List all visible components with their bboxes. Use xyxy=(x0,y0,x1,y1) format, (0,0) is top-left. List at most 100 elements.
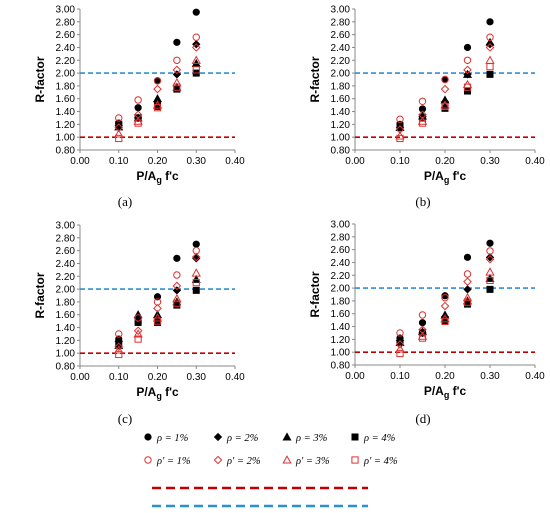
data-point xyxy=(114,342,124,352)
data-point xyxy=(191,43,201,52)
x-label-subscript: g xyxy=(444,175,450,185)
data-point xyxy=(153,77,162,85)
y-tick-label: 1.60 xyxy=(56,310,76,321)
x-label-part: f'c xyxy=(162,385,179,399)
y-tick-label: 3.00 xyxy=(56,5,76,16)
legend-label: ρ' = 4% xyxy=(363,456,398,467)
data-point xyxy=(463,300,471,308)
data-point xyxy=(486,33,494,41)
x-tick-label: 0.40 xyxy=(225,372,245,383)
data-point xyxy=(441,102,449,111)
data-point xyxy=(191,55,201,64)
data-point xyxy=(441,292,449,300)
x-tick-label: 0.00 xyxy=(70,372,90,383)
data-point xyxy=(463,285,472,294)
x-axis-label: P/Ag f'c xyxy=(136,169,179,185)
data-point xyxy=(463,270,472,278)
data-point xyxy=(133,329,143,338)
data-point xyxy=(115,350,123,359)
x-tick-label: 0.40 xyxy=(525,371,545,382)
legend-marker xyxy=(213,432,223,442)
data-point xyxy=(134,96,142,104)
data-point xyxy=(396,134,404,143)
data-point xyxy=(134,335,142,343)
data-point xyxy=(486,247,494,255)
data-point xyxy=(114,345,124,354)
x-label-subscript: g xyxy=(156,175,162,185)
x-tick-label: 0.00 xyxy=(345,156,365,167)
data-point xyxy=(134,119,142,127)
data-point xyxy=(440,84,450,94)
x-tick-label: 0.30 xyxy=(480,371,500,382)
data-point xyxy=(486,276,494,284)
y-tick-label: 3.00 xyxy=(56,221,76,232)
data-point xyxy=(134,104,142,112)
data-point xyxy=(134,314,142,322)
y-tick-label: 1.20 xyxy=(56,336,76,347)
x-label-part: f'c xyxy=(449,169,466,183)
data-point xyxy=(173,38,181,46)
legend-label: ρ' = 2% xyxy=(226,456,261,467)
data-point xyxy=(133,326,143,336)
legend: ρ = 1% ρ = 2% ρ = 3% ρ = 4% ρ' = 1% ρ' = 2% ρ'… xyxy=(144,432,398,508)
x-axis-label: P/Ag f'c xyxy=(136,385,179,401)
data-point xyxy=(485,254,495,264)
data-point xyxy=(463,253,472,261)
legend-marker xyxy=(351,433,359,441)
panel-label: (a) xyxy=(118,194,132,209)
y-tick-label: 2.80 xyxy=(56,233,76,244)
y-tick-label: 1.20 xyxy=(331,335,351,346)
data-point xyxy=(463,43,472,52)
y-tick-label: 2.60 xyxy=(331,245,351,256)
y-tick-label: 1.40 xyxy=(56,107,76,118)
data-point xyxy=(485,253,495,262)
legend-marker xyxy=(351,456,359,464)
y-tick-label: 2.20 xyxy=(56,272,76,283)
legend-label: ρ' = 3% xyxy=(295,456,330,467)
x-tick-label: 0.30 xyxy=(187,372,207,383)
y-tick-label: 1.00 xyxy=(331,348,351,359)
x-tick-label: 0.20 xyxy=(435,371,455,382)
y-tick-label: 2.60 xyxy=(56,30,76,41)
chart-panel: 0.80 1.00 1.20 1.40 1.60 1.802.00 2.20 2.40 2.60… xyxy=(308,5,545,210)
x-label-subscript: g xyxy=(156,391,162,401)
y-tick-label: 2.20 xyxy=(56,56,76,67)
data-point xyxy=(192,33,200,41)
panel-label: (b) xyxy=(415,194,430,209)
y-tick-label: 1.20 xyxy=(331,120,351,131)
chart-panel: 0.80 1.00 1.20 1.40 1.60 1.802.00 2.20 2.40 2.60… xyxy=(308,220,545,427)
data-point xyxy=(115,134,123,143)
data-point xyxy=(115,114,123,122)
data-point xyxy=(418,97,427,105)
data-point xyxy=(485,267,495,276)
chart-panel: 0.80 1.00 1.20 1.40 1.60 1.802.00 2.20 2.40 2.60… xyxy=(33,221,245,427)
y-tick-label: 2.00 xyxy=(331,69,351,80)
data-point xyxy=(191,252,201,262)
data-point xyxy=(172,65,182,75)
x-tick-label: 0.30 xyxy=(187,156,207,167)
data-point xyxy=(173,254,181,262)
chart-panel: 0.80 1.00 1.20 1.40 1.60 1.802.00 2.20 2.40 2.60… xyxy=(33,5,245,210)
x-label-part: P/A xyxy=(424,384,444,398)
y-tick-label: 1.40 xyxy=(56,323,76,334)
x-tick-label: 0.10 xyxy=(390,371,410,382)
y-tick-label: 2.40 xyxy=(331,258,351,269)
data-point xyxy=(440,301,450,311)
data-point xyxy=(418,119,427,127)
data-point xyxy=(441,294,449,302)
y-tick-label: 2.40 xyxy=(331,43,351,54)
data-point xyxy=(153,293,162,301)
data-point xyxy=(463,277,472,286)
y-tick-label: 1.60 xyxy=(56,94,76,105)
data-point xyxy=(417,116,428,125)
data-point xyxy=(463,56,472,64)
data-point xyxy=(172,286,182,295)
x-label-part: P/A xyxy=(136,169,156,183)
data-point xyxy=(114,129,124,138)
y-tick-label: 0.80 xyxy=(331,361,351,372)
y-tick-label: 2.80 xyxy=(56,17,76,28)
y-tick-label: 3.00 xyxy=(331,5,351,16)
data-point xyxy=(173,83,181,91)
data-point xyxy=(173,299,181,307)
legend-label: ρ = 2% xyxy=(226,433,259,444)
